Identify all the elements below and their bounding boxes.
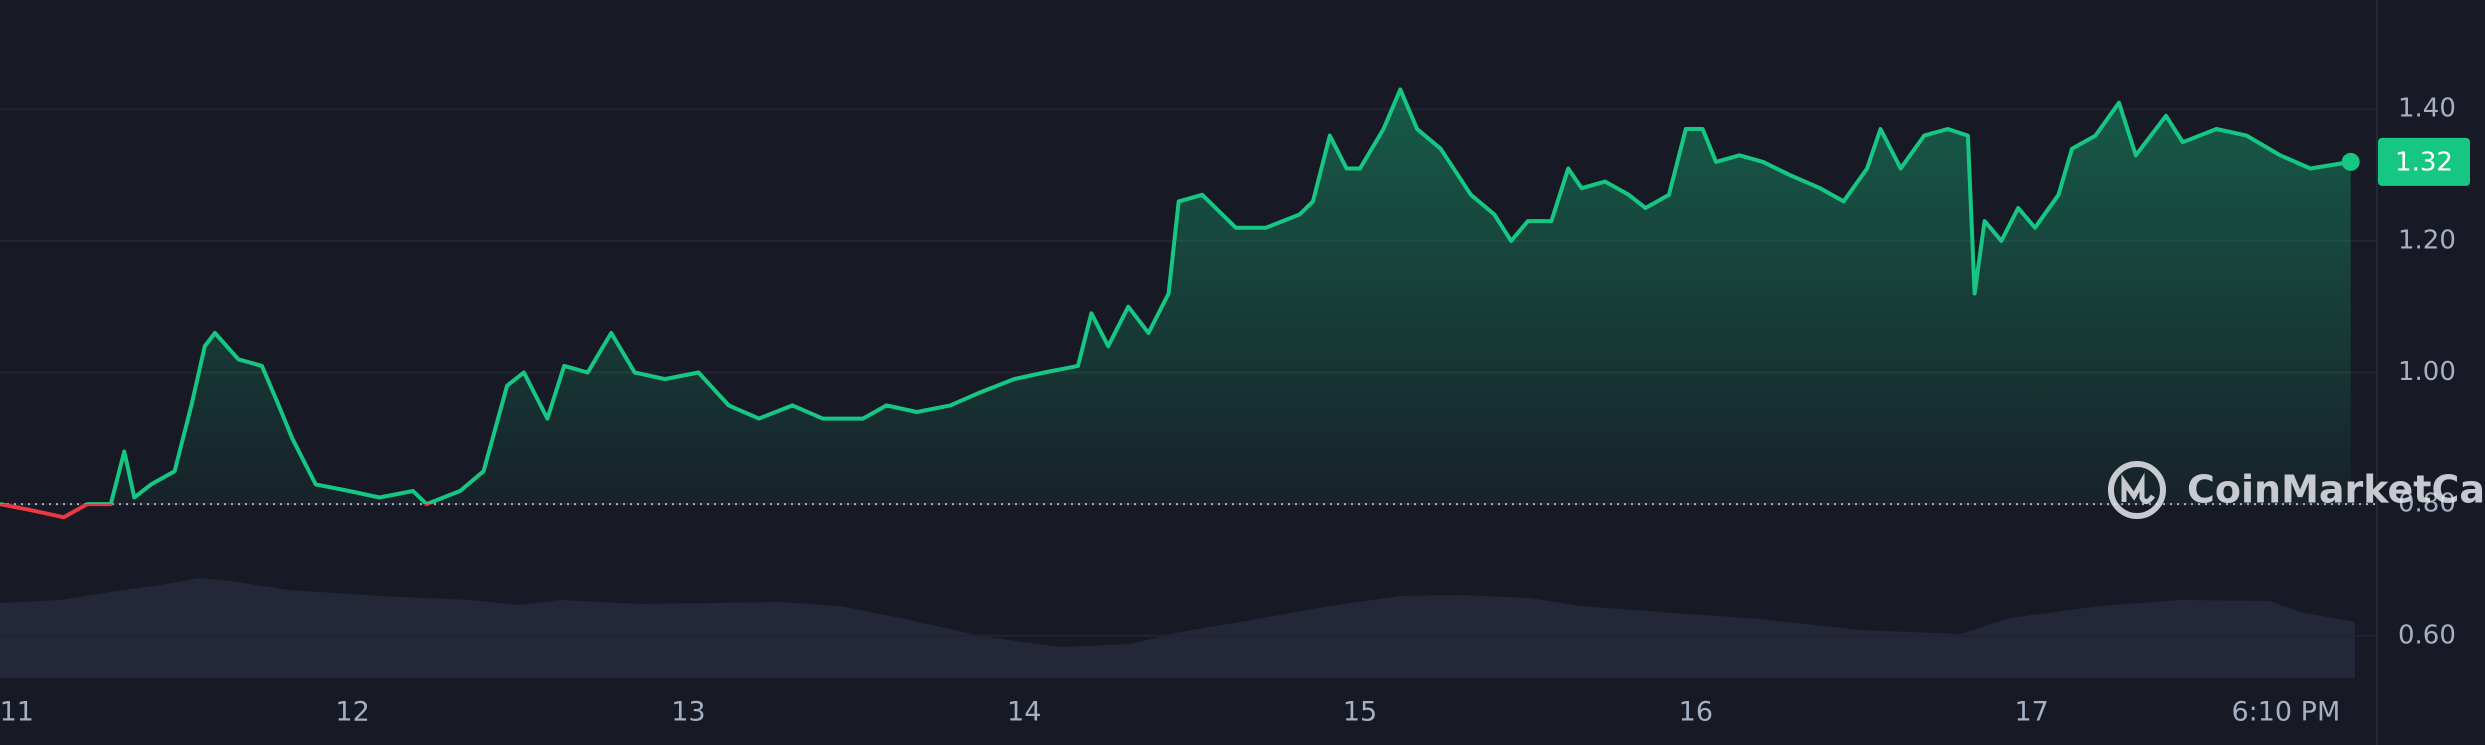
x-tick-label: 11 [0, 697, 34, 728]
watermark-logo [2108, 461, 2166, 519]
x-tick-label: 15 [1343, 697, 1377, 728]
x-tick-label: 14 [1007, 697, 1041, 728]
x-tick-label: 16 [1679, 697, 1713, 728]
y-tick-label: 1.20 [2398, 225, 2456, 255]
x-tick-label: 13 [671, 697, 705, 728]
plot [0, 87, 2377, 520]
price-line [0, 87, 2352, 505]
area-fill [0, 89, 2351, 505]
axes: 0.60 0.80 1.00 1.20 1.40 11 12 13 14 15 16 17 6:10 P… [0, 94, 2470, 728]
y-tick-label: 1.00 [2398, 357, 2456, 387]
x-tick-label: 6:10 PM [2231, 697, 2340, 728]
x-tick-label: 12 [335, 697, 369, 728]
y-tick-label: 0.80 [2398, 489, 2456, 519]
x-tick-label: 17 [2014, 697, 2048, 728]
y-tick-label: 0.60 [2398, 620, 2456, 650]
y-tick-label: 1.40 [2398, 94, 2456, 124]
price-badge-label: 1.32 [2395, 147, 2453, 177]
last-point [2341, 152, 2360, 171]
volume-silhouette [0, 578, 2355, 678]
watermark: CoinMarketCap [2187, 468, 2485, 512]
price-badge [2378, 137, 2470, 186]
